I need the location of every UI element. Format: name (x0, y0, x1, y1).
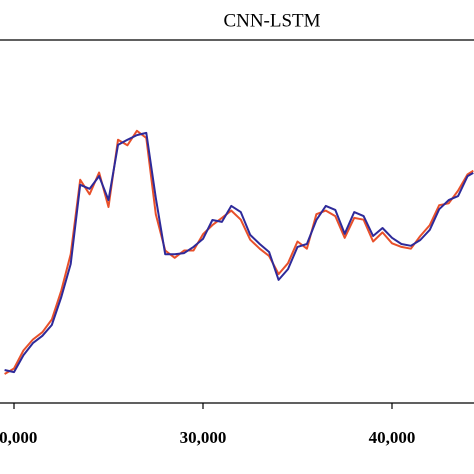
x-tick-label: 30,000 (180, 428, 227, 447)
chart-title: CNN-LSTM (223, 10, 320, 31)
x-tick-label: 20,000 (0, 428, 37, 447)
x-tick-label: 40,000 (369, 428, 416, 447)
series-line (4, 131, 474, 374)
series-line (4, 129, 474, 375)
